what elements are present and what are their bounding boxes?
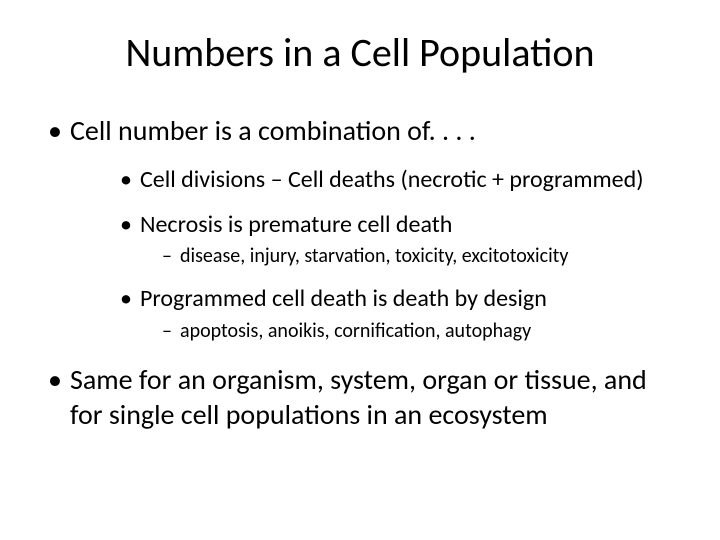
- list-item: Cell number is a combination of. . . . C…: [48, 113, 672, 344]
- bullet-list-lvl3: apoptosis, anoikis, cornification, autop…: [140, 319, 672, 344]
- slide-title: Numbers in a Cell Population: [48, 28, 672, 77]
- bullet-text: Cell divisions – Cell deaths (necrotic +…: [140, 165, 643, 194]
- list-item: Necrosis is premature cell death disease…: [120, 209, 672, 269]
- list-item: disease, injury, starvation, toxicity, e…: [162, 244, 672, 269]
- list-item: apoptosis, anoikis, cornification, autop…: [162, 319, 672, 344]
- bullet-list-lvl3: disease, injury, starvation, toxicity, e…: [140, 244, 672, 269]
- list-item: Programmed cell death is death by design…: [120, 283, 672, 343]
- bullet-list-lvl2: Cell divisions – Cell deaths (necrotic +…: [70, 164, 672, 344]
- bullet-text: Programmed cell death is death by design: [140, 284, 547, 313]
- bullet-list-lvl1: Cell number is a combination of. . . . C…: [48, 113, 672, 432]
- bullet-text: apoptosis, anoikis, cornification, autop…: [180, 319, 531, 343]
- bullet-text: Necrosis is premature cell death: [140, 210, 452, 239]
- bullet-text: Cell number is a combination of. . . .: [70, 113, 476, 148]
- list-item: Cell divisions – Cell deaths (necrotic +…: [120, 164, 672, 195]
- bullet-text: disease, injury, starvation, toxicity, e…: [180, 244, 568, 268]
- slide: Numbers in a Cell Population Cell number…: [0, 0, 720, 540]
- list-item: Same for an organism, system, organ or t…: [48, 362, 672, 432]
- bullet-text: Same for an organism, system, organ or t…: [70, 362, 647, 432]
